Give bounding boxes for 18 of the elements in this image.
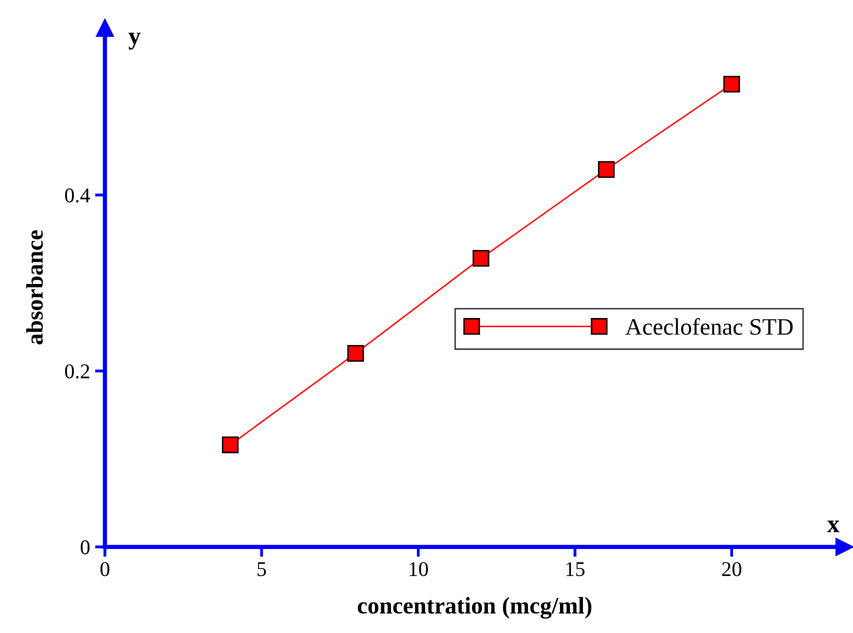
y-axis-title: absorbance — [26, 230, 43, 344]
point — [347, 345, 364, 362]
point — [472, 250, 490, 267]
point — [222, 436, 239, 454]
x-tick-label: 15 — [566, 562, 585, 576]
annotation: x — [827, 520, 840, 532]
x-tick-label: 10 — [410, 562, 428, 576]
point — [598, 161, 615, 178]
x-tick-label: 0 — [100, 562, 110, 576]
x-tick-label: 5 — [258, 562, 266, 576]
y-tick-label: 0.4 — [65, 188, 90, 203]
legend-label: Aceclofenac STD — [625, 318, 793, 335]
x-tick-label: 20 — [722, 562, 742, 576]
point — [723, 76, 740, 92]
y-tick-label: 0.2 — [65, 364, 90, 378]
x-axis-title: concentration (mcg/ml) — [358, 597, 592, 619]
annotation: y — [128, 32, 141, 50]
y-tick-label: 0 — [80, 540, 90, 554]
